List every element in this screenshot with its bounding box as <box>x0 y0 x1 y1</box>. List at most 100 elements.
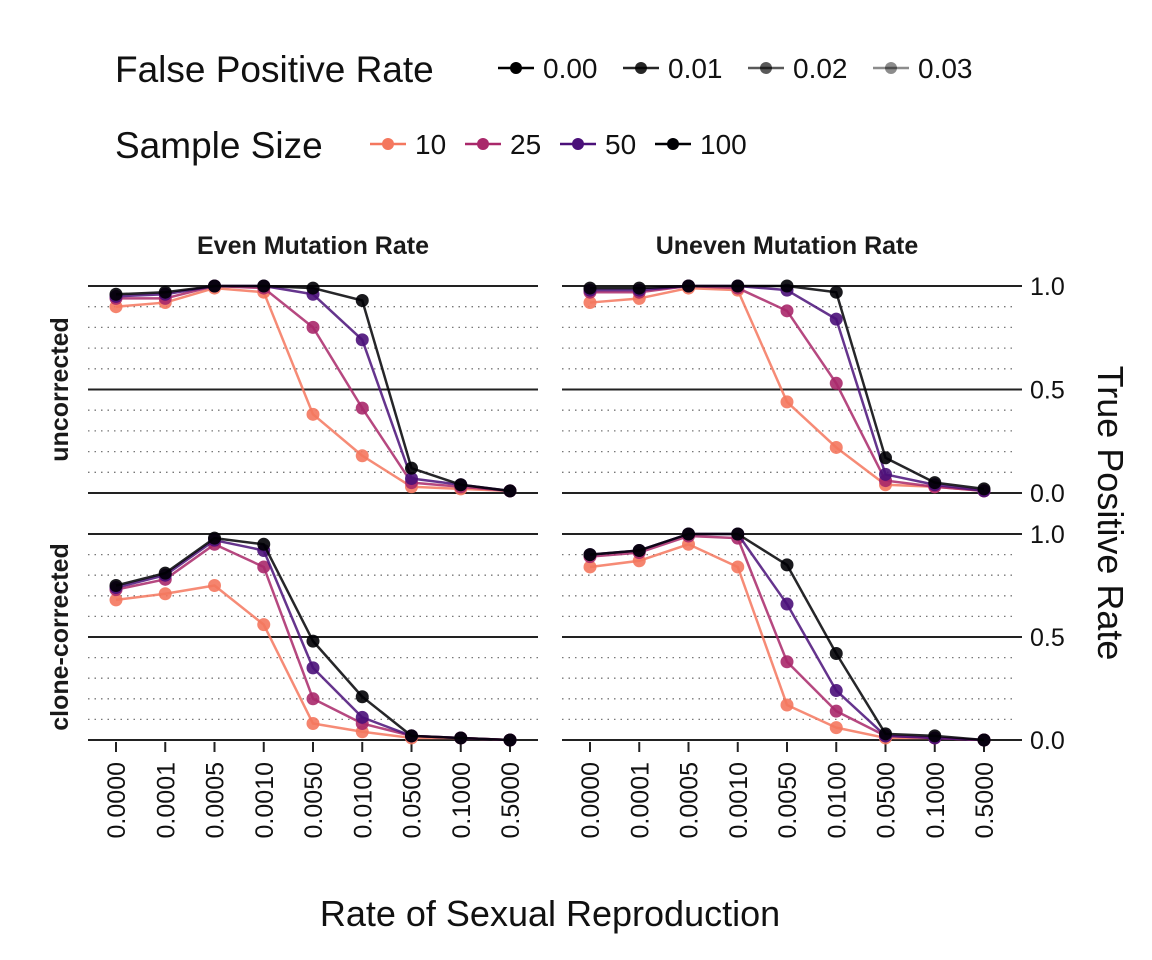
data-point <box>158 285 172 299</box>
legend-label-size: 50 <box>605 129 636 160</box>
panel-clone-corrected-uneven <box>583 527 991 747</box>
legend-key-fpr-0.01: 0.01 <box>623 53 723 84</box>
data-point <box>780 597 794 611</box>
series-sample-size-100 <box>583 279 991 496</box>
x-tick-label: 0.0000 <box>577 762 605 838</box>
data-point <box>928 476 942 490</box>
data-point <box>208 531 221 545</box>
legend-label-fpr: 0.02 <box>793 53 848 84</box>
data-point <box>780 304 794 318</box>
x-tick-label: 0.0001 <box>152 762 180 838</box>
x-axis-title: Rate of Sexual Reproduction <box>320 893 780 934</box>
legend-label-size: 100 <box>700 129 747 160</box>
data-point <box>158 566 172 580</box>
data-point <box>682 279 695 293</box>
legend-key-point <box>477 138 489 150</box>
data-point <box>208 579 221 592</box>
data-point <box>306 634 320 648</box>
legend-key-size-25: 25 <box>465 129 541 160</box>
y-tick-label: 0.5 <box>1030 377 1065 405</box>
data-point <box>355 293 369 307</box>
data-point <box>829 440 843 454</box>
data-point <box>632 543 646 557</box>
data-point <box>158 587 172 601</box>
data-point <box>583 296 597 310</box>
legend-label-fpr: 0.03 <box>918 53 973 84</box>
data-point <box>829 684 843 698</box>
legend-title-sample-size: Sample Size <box>115 125 323 166</box>
data-point <box>306 692 320 706</box>
data-point <box>306 661 320 675</box>
legend-key-size-50: 50 <box>560 129 636 160</box>
x-tick-label: 0.0005 <box>676 762 704 838</box>
series-line <box>115 284 511 493</box>
series-sample-size-50 <box>109 279 517 498</box>
legend-label-fpr: 0.01 <box>668 53 723 84</box>
axes: Rate of Sexual Reproduction True Positiv… <box>320 366 1131 934</box>
data-point <box>829 376 843 390</box>
panel-uncorrected-even <box>109 279 517 498</box>
x-tick-label: 0.5000 <box>971 762 999 838</box>
x-tick-label: 0.0050 <box>774 762 802 838</box>
data-point <box>257 279 271 293</box>
y-tick-label: 1.0 <box>1030 521 1065 549</box>
x-tick-label: 0.0000 <box>103 762 131 838</box>
legend-key-point <box>510 62 522 74</box>
data-point <box>583 560 597 574</box>
series-sample-size-100 <box>583 527 991 747</box>
y-axis-title: True Positive Rate <box>1090 366 1131 661</box>
x-tick-label: 0.0100 <box>349 762 377 838</box>
facet-strip-row: uncorrected <box>46 317 74 461</box>
x-tick-label: 0.1000 <box>922 762 950 838</box>
data-point <box>879 451 892 465</box>
data-point <box>257 537 271 551</box>
x-tick-label: 0.0500 <box>873 762 901 838</box>
data-point <box>109 593 123 607</box>
legend-key-fpr-0.02: 0.02 <box>748 53 848 84</box>
data-point <box>503 733 517 747</box>
data-point <box>306 717 320 731</box>
legend-label-fpr: 0.00 <box>543 53 598 84</box>
data-point <box>879 727 892 741</box>
facet-strip-column: Even Mutation Rate <box>197 232 429 260</box>
data-point <box>405 729 418 743</box>
legend-key-point <box>382 138 394 150</box>
legend-key-fpr-0.00: 0.00 <box>498 53 598 84</box>
panel-uncorrected-uneven <box>583 279 991 498</box>
data-point <box>829 285 843 299</box>
data-point <box>355 449 369 463</box>
y-tick-label: 0.0 <box>1030 480 1065 508</box>
y-tick-label: 1.0 <box>1030 273 1065 301</box>
data-point <box>306 407 320 421</box>
panel-clone-corrected-even <box>109 531 517 747</box>
data-point <box>405 461 418 475</box>
legend-label-size: 25 <box>510 129 541 160</box>
legend-label-size: 10 <box>415 129 446 160</box>
data-point <box>355 333 369 347</box>
data-point <box>731 560 745 574</box>
legend-key-point <box>885 62 897 74</box>
x-tick-label: 0.0010 <box>251 762 279 838</box>
series-line <box>115 284 511 493</box>
data-point <box>405 472 418 486</box>
data-point <box>731 279 745 293</box>
data-point <box>109 287 123 301</box>
data-point <box>583 548 597 562</box>
data-point <box>257 618 271 632</box>
x-tick-label: 0.0010 <box>725 762 753 838</box>
data-point <box>928 729 942 743</box>
data-point <box>829 646 843 660</box>
x-tick-label: 0.0001 <box>626 762 654 838</box>
x-tick-label: 0.0005 <box>202 762 230 838</box>
data-point <box>829 721 843 735</box>
panel-grid <box>88 285 538 494</box>
facet-strip-row: clone-corrected <box>46 543 74 731</box>
x-tick-label: 0.0050 <box>300 762 328 838</box>
data-point <box>780 395 794 409</box>
series-sample-size-100 <box>109 531 517 747</box>
chart-panels: Even Mutation Rate Uneven Mutation Rate un… <box>46 232 1065 838</box>
data-point <box>583 281 597 295</box>
data-point <box>977 733 991 747</box>
legend-key-fpr-0.03: 0.03 <box>873 53 973 84</box>
legend-key-point <box>572 138 584 150</box>
